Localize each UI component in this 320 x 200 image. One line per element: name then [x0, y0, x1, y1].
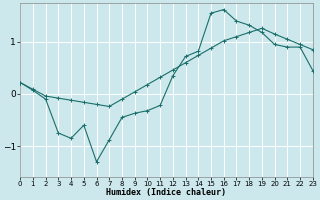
- X-axis label: Humidex (Indice chaleur): Humidex (Indice chaleur): [107, 188, 227, 197]
